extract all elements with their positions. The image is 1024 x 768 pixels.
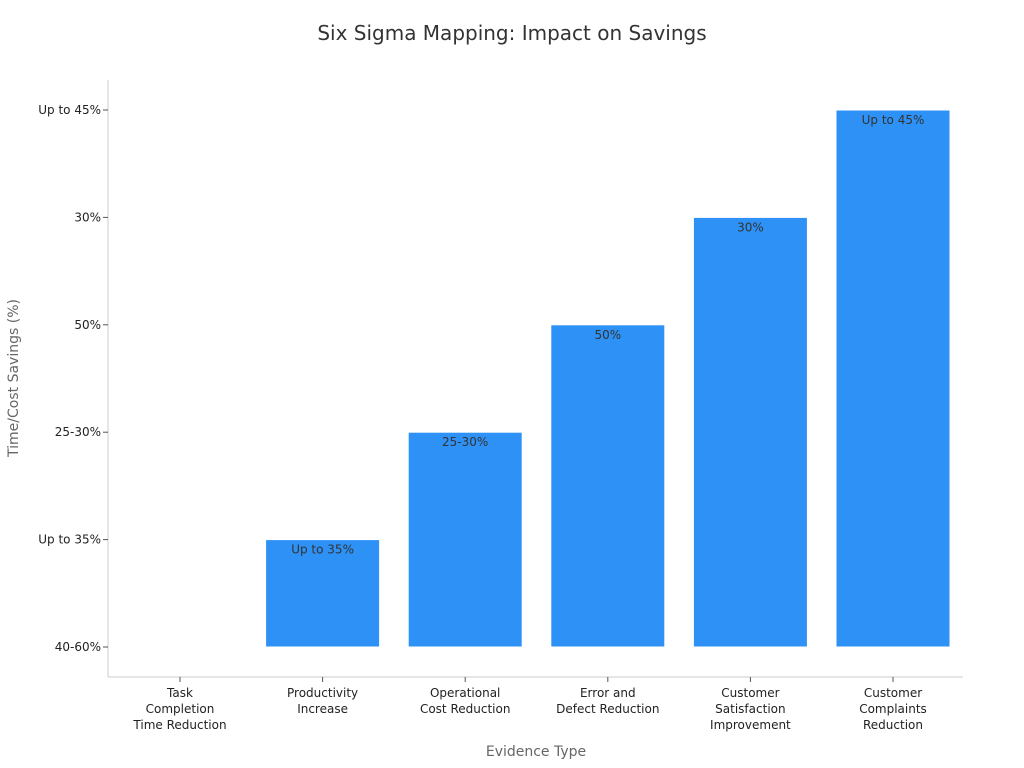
y-tick-label: 40-60% xyxy=(55,640,101,654)
bar-value-label: Up to 35% xyxy=(291,543,354,557)
x-ticks: Task Completion Time Reduction Productivity… xyxy=(132,677,927,732)
x-tick-label-line: Improvement xyxy=(710,718,791,732)
x-tick-label: Operational Cost Reduction xyxy=(420,686,510,716)
x-tick-label-line: Time Reduction xyxy=(132,718,226,732)
x-tick-label-line: Reduction xyxy=(863,718,923,732)
bar-value-label: Up to 45% xyxy=(862,113,925,127)
y-ticks: 40-60% Up to 35% 25-30% 50% 30% Up to 45% xyxy=(38,103,108,654)
y-tick-label: Up to 45% xyxy=(38,103,101,117)
x-tick-label-line: Error and xyxy=(580,686,636,700)
bar-value-label: 30% xyxy=(737,220,764,234)
y-tick-label: 50% xyxy=(74,318,101,332)
x-tick-label: Error and Defect Reduction xyxy=(556,686,659,716)
y-tick-label: Up to 35% xyxy=(38,533,101,547)
y-axis-title: Time/Cost Savings (%) xyxy=(6,299,22,458)
x-tick-label-line: Cost Reduction xyxy=(420,702,510,716)
x-tick-label: Customer Complaints Reduction xyxy=(859,686,927,732)
y-tick-label: 25-30% xyxy=(55,425,101,439)
bar-value-label: 25-30% xyxy=(442,435,488,449)
y-tick-label: 30% xyxy=(74,210,101,224)
x-axis-title: Evidence Type xyxy=(486,744,586,760)
x-tick-label-line: Customer xyxy=(721,686,779,700)
bars xyxy=(265,109,951,648)
bar-labels: Up to 35% 25-30% 50% 30% Up to 45% xyxy=(291,113,924,557)
bar xyxy=(835,109,951,648)
x-tick-label-line: Task xyxy=(166,686,193,700)
x-tick-label: Task Completion Time Reduction xyxy=(132,686,226,732)
x-tick-label: Productivity Increase xyxy=(287,686,358,716)
x-tick-label: Customer Satisfaction Improvement xyxy=(710,686,791,732)
x-tick-label-line: Productivity xyxy=(287,686,358,700)
bar xyxy=(550,324,666,648)
chart-title: Six Sigma Mapping: Impact on Savings xyxy=(317,21,706,45)
x-tick-label-line: Defect Reduction xyxy=(556,702,659,716)
x-tick-label-line: Satisfaction xyxy=(715,702,785,716)
x-tick-label-line: Customer xyxy=(864,686,922,700)
x-tick-label-line: Completion xyxy=(146,702,215,716)
bar-value-label: 50% xyxy=(594,328,621,342)
x-tick-label-line: Complaints xyxy=(859,702,927,716)
x-tick-label-line: Increase xyxy=(297,702,348,716)
bar xyxy=(407,431,523,648)
bar xyxy=(692,216,808,648)
bar xyxy=(265,539,381,648)
x-tick-label-line: Operational xyxy=(430,686,500,700)
